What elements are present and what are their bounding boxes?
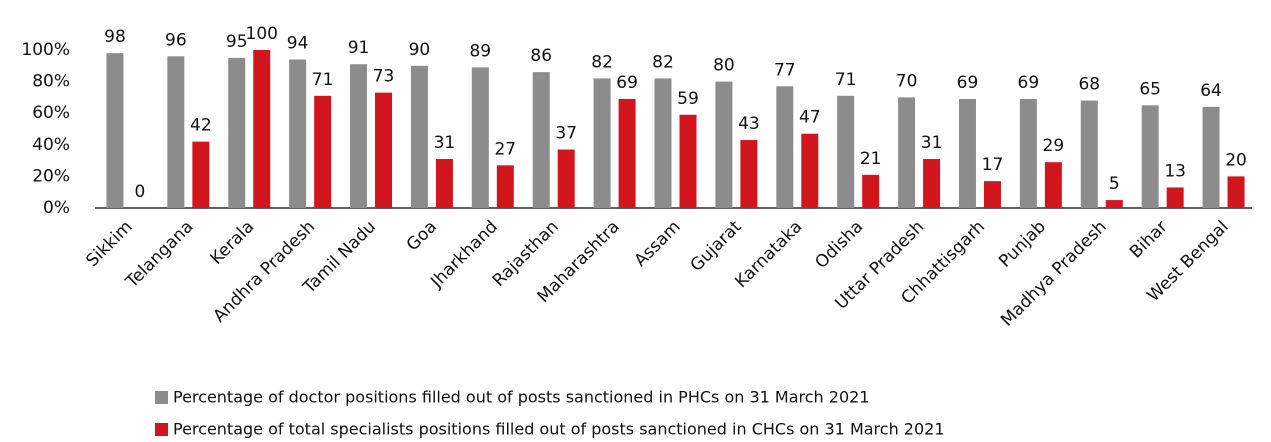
value-label: 13 bbox=[1164, 161, 1186, 181]
value-label: 69 bbox=[957, 73, 979, 93]
bar bbox=[679, 114, 697, 208]
value-label: 86 bbox=[530, 46, 552, 66]
value-label: 77 bbox=[774, 60, 796, 80]
bar bbox=[776, 86, 794, 208]
bar bbox=[314, 95, 332, 208]
value-label: 68 bbox=[1078, 75, 1100, 95]
value-label: 21 bbox=[860, 149, 882, 169]
value-label: 65 bbox=[1139, 79, 1161, 99]
value-label: 71 bbox=[835, 70, 857, 90]
legend-swatch bbox=[155, 391, 168, 404]
x-tick-label: Odisha bbox=[811, 217, 867, 273]
value-label: 31 bbox=[921, 133, 943, 153]
x-tick-label: Kerala bbox=[206, 217, 258, 269]
bar bbox=[375, 92, 393, 208]
value-label: 69 bbox=[616, 73, 638, 93]
bar bbox=[192, 141, 210, 208]
bar bbox=[958, 98, 976, 208]
value-label: 64 bbox=[1200, 81, 1222, 101]
value-label: 91 bbox=[348, 38, 370, 58]
bar bbox=[923, 159, 941, 208]
bar bbox=[289, 59, 307, 209]
bar bbox=[654, 78, 672, 208]
bar bbox=[471, 67, 489, 208]
value-label: 73 bbox=[373, 67, 395, 87]
bar bbox=[1019, 98, 1037, 208]
bar bbox=[106, 53, 124, 208]
value-label: 80 bbox=[713, 56, 735, 76]
bar bbox=[983, 181, 1001, 208]
bar bbox=[1080, 100, 1098, 208]
value-label: 37 bbox=[555, 124, 577, 144]
x-tick-label: Gujarat bbox=[687, 217, 746, 276]
value-label: 43 bbox=[738, 114, 760, 134]
bar bbox=[1044, 162, 1062, 208]
x-tick-label: Assam bbox=[631, 217, 685, 271]
bar bbox=[1202, 106, 1220, 208]
value-label: 82 bbox=[591, 52, 613, 72]
value-label: 47 bbox=[799, 108, 821, 128]
value-label: 27 bbox=[494, 139, 516, 159]
value-label: 0 bbox=[135, 182, 146, 202]
value-label: 82 bbox=[652, 52, 674, 72]
bar bbox=[350, 64, 368, 208]
value-label: 100 bbox=[246, 24, 278, 44]
x-tick-label: Punjab bbox=[995, 217, 1050, 272]
value-label: 42 bbox=[190, 116, 212, 136]
legend-label: Percentage of total specialists position… bbox=[173, 420, 945, 439]
bar bbox=[801, 133, 819, 208]
bar bbox=[557, 149, 575, 208]
bar bbox=[715, 81, 733, 208]
bar bbox=[618, 98, 636, 208]
x-tick-label: Andhra Pradesh bbox=[210, 217, 320, 327]
bar bbox=[862, 174, 880, 208]
bar bbox=[253, 50, 271, 208]
bar bbox=[167, 56, 185, 208]
bar bbox=[496, 165, 514, 208]
value-label: 70 bbox=[896, 71, 918, 91]
value-label: 89 bbox=[469, 41, 491, 61]
legend-label: Percentage of doctor positions filled ou… bbox=[173, 388, 870, 407]
value-label: 90 bbox=[409, 40, 431, 60]
bar bbox=[898, 97, 916, 208]
y-tick-label: 0% bbox=[43, 198, 70, 218]
x-tick-label: Bihar bbox=[1126, 217, 1172, 263]
value-label: 59 bbox=[677, 89, 699, 109]
x-tick-label: Sikkim bbox=[82, 217, 136, 271]
bar bbox=[410, 65, 428, 208]
bar bbox=[837, 95, 855, 208]
value-label: 94 bbox=[287, 33, 309, 53]
legend-swatch bbox=[155, 423, 168, 436]
value-label: 98 bbox=[104, 27, 126, 47]
bar bbox=[740, 140, 758, 208]
bar bbox=[1105, 200, 1123, 208]
value-label: 5 bbox=[1109, 174, 1120, 194]
y-tick-label: 60% bbox=[32, 103, 70, 123]
x-tick-label: Madhya Pradesh bbox=[997, 217, 1111, 331]
bar bbox=[1141, 105, 1159, 208]
value-label: 20 bbox=[1225, 150, 1247, 170]
bar bbox=[228, 57, 246, 209]
value-label: 71 bbox=[312, 70, 334, 90]
bar bbox=[1227, 176, 1245, 208]
bar bbox=[593, 78, 611, 208]
value-label: 29 bbox=[1043, 136, 1065, 156]
x-tick-label: Goa bbox=[403, 217, 441, 255]
y-tick-label: 80% bbox=[32, 72, 70, 92]
value-label: 17 bbox=[982, 155, 1004, 175]
value-label: 95 bbox=[226, 32, 248, 52]
bar bbox=[532, 72, 550, 209]
value-label: 69 bbox=[1018, 73, 1040, 93]
y-tick-label: 40% bbox=[32, 135, 70, 155]
y-tick-label: 100% bbox=[21, 40, 70, 60]
value-label: 31 bbox=[434, 133, 456, 153]
bar bbox=[1166, 187, 1184, 208]
y-tick-label: 20% bbox=[32, 166, 70, 186]
bar bbox=[435, 159, 453, 208]
value-label: 96 bbox=[165, 30, 187, 50]
